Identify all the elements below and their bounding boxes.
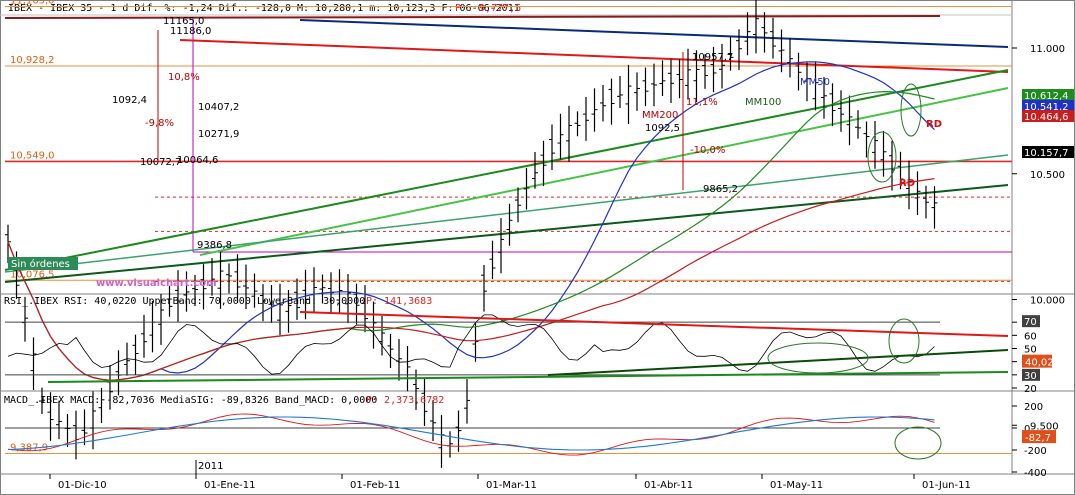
- rsi-support-line: [47, 371, 1009, 383]
- orders-badge-label: Sin órdenes: [11, 258, 70, 270]
- support-trendline-lightgreen: [199, 87, 1009, 256]
- rsi-band-marker: [1022, 315, 1040, 328]
- rsi-resistance-line: [299, 311, 1009, 337]
- chart-annotation: 1092,5: [645, 123, 680, 134]
- rsi-title: RSI_.IBEX RSI: 40,0220 UpperBand: 70,000…: [4, 296, 365, 307]
- chart-annotation: -10,0%: [690, 145, 725, 156]
- rsi-value-label: 40,02: [1025, 358, 1054, 369]
- level-label: 11,165,0: [10, 0, 55, 7]
- macd-tick-label: 200: [1024, 402, 1043, 413]
- y-tick-label: 9.500: [1030, 421, 1059, 432]
- macd-signal-line: [7, 416, 935, 451]
- rsi-p-value: P: 141,3683: [366, 296, 432, 307]
- resistance-trendline-top: [4, 15, 941, 19]
- rsi-tick-label: 60: [1024, 331, 1037, 342]
- chart-annotation: 11186,0: [170, 26, 211, 37]
- rsi-band-label: 70: [1024, 317, 1037, 328]
- level-label: 10,076,5: [10, 269, 55, 280]
- price-marker-label: 10.157,7: [1024, 148, 1069, 159]
- chart-annotation: 10957,7: [692, 52, 733, 63]
- y-tick-label: 10.000: [1030, 296, 1065, 307]
- support-trendline-teal: [4, 154, 1009, 273]
- support-trendline-darkgreen: [4, 184, 1009, 283]
- macd-value-marker: [1022, 430, 1056, 444]
- chart-annotation: 11,1%: [686, 97, 718, 108]
- header-title: IBEX - IBEX 35 - 1 d Dif. %: -1,24 Dif.:…: [8, 3, 520, 14]
- rd-ellipse: [900, 83, 922, 137]
- resistance-trendline-blue: [299, 19, 1009, 48]
- price-bars: [5, 0, 938, 468]
- rsi-line: [7, 314, 935, 375]
- mm200-line: [7, 178, 935, 381]
- x-tick-label: 01-Ene-11: [204, 480, 255, 491]
- chart-annotation: 10271,9: [198, 129, 239, 140]
- x-tick-label: 01-Jun-11: [922, 480, 971, 491]
- header-p-value: P : 9,777,5: [455, 3, 521, 14]
- chart-annotation: 9386,8: [197, 240, 232, 251]
- chart-annotation: RD: [926, 119, 942, 130]
- price-marker: [1022, 110, 1074, 122]
- chart-annotation: 1092,4: [112, 95, 147, 106]
- chart-annotation: 10064,6: [177, 155, 218, 166]
- rsi-tick-label: 50: [1024, 345, 1037, 356]
- resistance-trendline-red: [179, 39, 1009, 73]
- x-tick-label: 01-Mar-11: [486, 480, 537, 491]
- rsi-tick-label: 20: [1024, 384, 1037, 395]
- macd-value-label: -82,7: [1025, 433, 1051, 444]
- chart-annotation: RD: [899, 178, 915, 189]
- support-trendline-green: [4, 69, 1009, 271]
- level-label: 10,549,0: [10, 150, 55, 161]
- price-marker-label: 10.612,4: [1024, 91, 1069, 102]
- chart-annotation: -9,8%: [145, 118, 174, 129]
- macd-ellipse: [894, 426, 942, 460]
- chart-annotation: 10,8%: [168, 72, 200, 83]
- macd-tick-label: -400: [1024, 468, 1047, 479]
- rsi-value-marker: [1022, 354, 1052, 368]
- rsi-band-marker: [1022, 368, 1040, 381]
- rsi-ellipse: [888, 318, 920, 364]
- macd-line: [7, 413, 935, 456]
- x-tick-label: 01-Dic-10: [58, 480, 107, 491]
- x-tick-label: 01-Abr-11: [644, 480, 693, 491]
- rsi-ellipse: [767, 342, 869, 374]
- orders-badge: [8, 257, 78, 270]
- price-marker: [1022, 146, 1074, 158]
- chart-annotation: 10072,7: [140, 157, 181, 168]
- macd-title: MACD_.IBEX MACD: -82,7036 MediaSIG: -89,…: [4, 395, 377, 406]
- chart-annotation: MM50: [800, 77, 830, 88]
- macd-p-value: P: 2,373,6782: [366, 395, 444, 406]
- price-marker-label: 10.541,2: [1024, 102, 1069, 113]
- rsi-support-line: [547, 349, 1009, 376]
- y-tick-label: 10.500: [1030, 170, 1065, 181]
- price-marker-label: 10.464,6: [1024, 112, 1069, 123]
- chart-annotation: 11165,0: [163, 16, 204, 27]
- macd-tick-label: 0: [1024, 424, 1030, 435]
- year-label: 2011: [198, 461, 223, 472]
- macd-tick-label: -200: [1024, 446, 1047, 457]
- x-tick-label: 01-Feb-11: [350, 480, 400, 491]
- x-tick-label: 01-May-11: [770, 480, 823, 491]
- chart-annotation: 9865,2: [703, 184, 738, 195]
- level-label: 10,928,2: [10, 55, 55, 66]
- price-marker: [1022, 89, 1074, 101]
- chart-annotation: 10407,2: [198, 102, 239, 113]
- mm50-line: [7, 61, 935, 381]
- watermark: www.visualchart.com: [96, 278, 217, 289]
- chart-annotation: MM200: [642, 110, 678, 121]
- y-tick-label: 11.000: [1030, 44, 1065, 55]
- rd-ellipse: [867, 131, 897, 183]
- price-marker: [1022, 100, 1074, 112]
- chart-annotation: MM100: [745, 97, 781, 108]
- rsi-band-label: 30: [1024, 371, 1037, 382]
